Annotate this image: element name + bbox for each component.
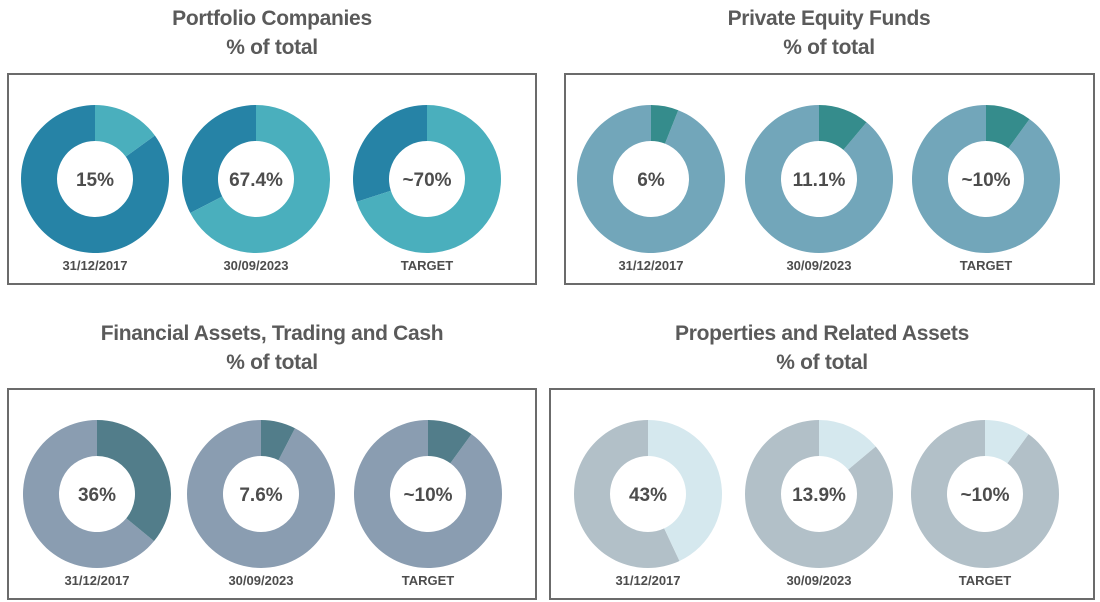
donut-0-1: 67.4% 30/09/2023 <box>182 104 330 273</box>
donut-2-2: ~10% TARGET <box>354 420 503 588</box>
donut-slice-rest <box>745 420 893 569</box>
donut-slice-highlight <box>648 420 723 561</box>
chart-title: Portfolio Companies <box>172 7 372 30</box>
donut-category-label: 31/12/2017 <box>62 258 127 273</box>
donut-category-label: TARGET <box>401 258 454 273</box>
donut-value-label: 7.6% <box>239 485 282 506</box>
group-title-financial-assets: Financial Assets, Trading and Cash % of … <box>8 319 536 377</box>
donut-value-label: 6% <box>637 170 665 191</box>
donut-slice-highlight <box>190 105 330 253</box>
donut-slice-highlight <box>819 420 876 470</box>
donut-category-label: TARGET <box>402 573 455 588</box>
donut-slice-highlight <box>985 420 1029 464</box>
donut-slice-rest <box>744 105 893 254</box>
donut-value-label: 43% <box>629 485 667 506</box>
donut-category-label: 31/12/2017 <box>64 573 129 588</box>
donut-slice-highlight <box>986 105 1030 149</box>
donut-slice-rest <box>187 420 336 568</box>
donut-1-1: 11.1% 30/09/2023 <box>744 105 893 273</box>
donut-slice-rest <box>22 420 155 569</box>
donut-category-label: TARGET <box>959 573 1012 588</box>
donut-slice-rest <box>911 420 1059 569</box>
donut-slice-rest <box>182 104 256 214</box>
donut-category-label: TARGET <box>960 258 1013 273</box>
donut-slice-highlight <box>651 105 679 144</box>
donut-value-label: 13.9% <box>792 485 846 506</box>
chart-subtitle: % of total <box>226 351 318 374</box>
donut-value-label: ~70% <box>402 170 451 191</box>
donut-slice-rest <box>352 105 427 202</box>
donut-slice-rest <box>577 105 725 254</box>
group-title-portfolio-companies: Portfolio Companies % of total <box>8 4 536 62</box>
donut-category-label: 30/09/2023 <box>786 258 851 273</box>
donut-value-label: 15% <box>76 170 114 191</box>
donut-category-label: 30/09/2023 <box>223 258 288 273</box>
donut-category-label: 31/12/2017 <box>615 573 680 588</box>
donut-value-label: ~10% <box>961 170 1010 191</box>
donut-slice-rest <box>573 420 680 568</box>
donut-slice-rest <box>354 420 503 569</box>
chart-title: Private Equity Funds <box>727 7 931 30</box>
donut-slice-highlight <box>356 105 502 253</box>
donut-3-1: 13.9% 30/09/2023 <box>745 420 893 588</box>
donut-2-0: 36% 31/12/2017 <box>22 420 171 588</box>
donut-slice-highlight <box>819 105 867 150</box>
donut-2-1: 7.6% 30/09/2023 <box>187 420 336 588</box>
chart-subtitle: % of total <box>776 351 868 374</box>
donut-1-2: ~10% TARGET <box>912 104 1060 273</box>
donut-1-0: 6% 31/12/2017 <box>577 105 725 273</box>
donut-slice-rest <box>912 104 1060 253</box>
donut-category-label: 30/09/2023 <box>786 573 851 588</box>
donut-slice-rest <box>21 105 169 254</box>
donut-category-label: 30/09/2023 <box>228 573 293 588</box>
donut-0-0: 15% 31/12/2017 <box>21 105 169 273</box>
donut-slice-highlight <box>95 105 155 157</box>
donut-value-label: ~10% <box>960 485 1009 506</box>
donut-slice-highlight <box>428 420 472 464</box>
group-title-private-equity-funds: Private Equity Funds % of total <box>564 4 1094 62</box>
donut-value-label: 36% <box>78 485 116 506</box>
donut-0-2: ~70% TARGET <box>352 105 502 273</box>
donut-3-0: 43% 31/12/2017 <box>573 420 723 588</box>
donut-value-label: 11.1% <box>793 170 846 191</box>
donut-slice-highlight <box>97 420 171 542</box>
chart-title: Properties and Related Assets <box>675 322 969 345</box>
donut-value-label: 67.4% <box>229 170 283 191</box>
donut-3-2: ~10% TARGET <box>911 420 1059 588</box>
chart-subtitle: % of total <box>226 36 318 59</box>
donut-value-label: ~10% <box>403 485 452 506</box>
group-title-properties: Properties and Related Assets % of total <box>549 319 1095 377</box>
chart-title: Financial Assets, Trading and Cash <box>100 322 444 345</box>
donut-category-label: 31/12/2017 <box>618 258 683 273</box>
donut-slice-highlight <box>261 420 296 461</box>
chart-subtitle: % of total <box>783 36 875 59</box>
